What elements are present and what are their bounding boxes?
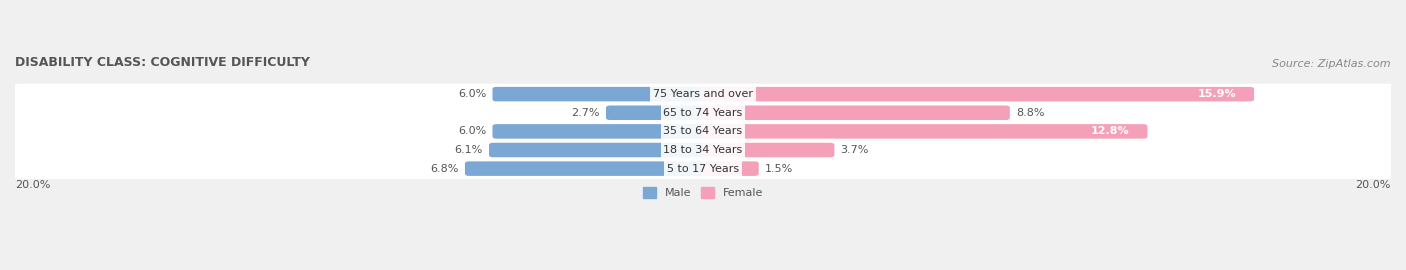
FancyBboxPatch shape [702,143,834,157]
Text: 6.0%: 6.0% [458,126,486,136]
FancyBboxPatch shape [10,102,1396,123]
FancyBboxPatch shape [10,158,1396,179]
Text: 75 Years and over: 75 Years and over [652,89,754,99]
Text: 18 to 34 Years: 18 to 34 Years [664,145,742,155]
Text: 8.8%: 8.8% [1017,108,1045,118]
Text: 20.0%: 20.0% [15,180,51,190]
Text: 3.7%: 3.7% [841,145,869,155]
Text: 6.8%: 6.8% [430,164,458,174]
Text: 1.5%: 1.5% [765,164,793,174]
FancyBboxPatch shape [10,140,1396,160]
FancyBboxPatch shape [702,106,1010,120]
FancyBboxPatch shape [465,161,704,176]
Legend: Male, Female: Male, Female [638,183,768,203]
Text: 5 to 17 Years: 5 to 17 Years [666,164,740,174]
FancyBboxPatch shape [10,121,1396,142]
Text: 65 to 74 Years: 65 to 74 Years [664,108,742,118]
Text: 6.0%: 6.0% [458,89,486,99]
Text: 6.1%: 6.1% [454,145,482,155]
FancyBboxPatch shape [702,124,1147,139]
FancyBboxPatch shape [702,87,1254,102]
FancyBboxPatch shape [492,124,704,139]
FancyBboxPatch shape [702,161,759,176]
Text: 12.8%: 12.8% [1091,126,1129,136]
Text: 15.9%: 15.9% [1198,89,1236,99]
FancyBboxPatch shape [606,106,704,120]
Text: Source: ZipAtlas.com: Source: ZipAtlas.com [1272,59,1391,69]
FancyBboxPatch shape [489,143,704,157]
FancyBboxPatch shape [492,87,704,102]
Text: DISABILITY CLASS: COGNITIVE DIFFICULTY: DISABILITY CLASS: COGNITIVE DIFFICULTY [15,56,309,69]
Text: 35 to 64 Years: 35 to 64 Years [664,126,742,136]
Text: 2.7%: 2.7% [571,108,600,118]
Text: 20.0%: 20.0% [1355,180,1391,190]
FancyBboxPatch shape [10,84,1396,104]
